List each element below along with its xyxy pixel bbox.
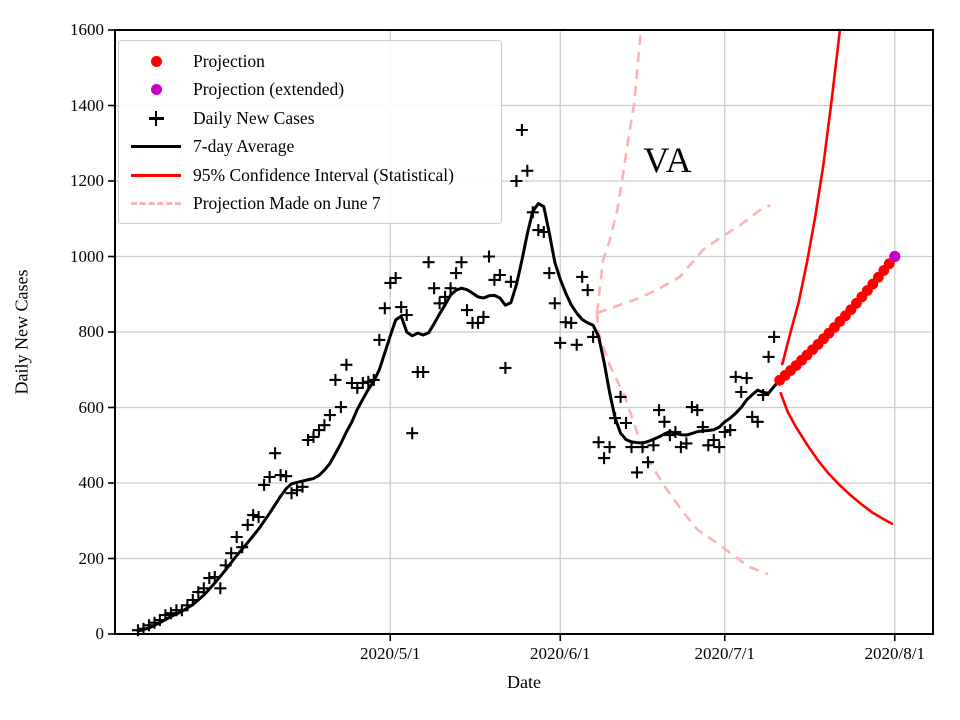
- state-annotation: VA: [643, 140, 693, 180]
- legend-label: Projection Made on June 7: [193, 193, 381, 214]
- x-tick-label: 2020/7/1: [694, 644, 755, 663]
- ci-lower-line: [779, 391, 894, 526]
- projection-extended-dot-icon: [119, 84, 193, 96]
- y-tick-label: 1600: [70, 20, 104, 39]
- legend: Projection Projection (extended) Daily N…: [118, 40, 502, 224]
- seven-day-average-line: [136, 202, 782, 633]
- june7-lower-dashed-line: [595, 312, 769, 576]
- legend-label: Projection: [193, 50, 265, 71]
- y-tick-label: 800: [78, 322, 105, 341]
- june7-upper-dashed-line: [595, 29, 643, 314]
- average-line-icon: [119, 145, 193, 149]
- y-tick-label: 1200: [70, 171, 104, 190]
- dashed-line-icon: [119, 202, 193, 206]
- x-tick-label: 2020/8/1: [864, 644, 925, 663]
- legend-item-7day-average: 7-day Average: [119, 133, 501, 162]
- legend-label: 7-day Average: [193, 136, 295, 157]
- y-tick-label: 1400: [70, 95, 104, 115]
- legend-item-projection: Projection: [119, 47, 501, 76]
- projection-extended-dot: [889, 250, 901, 263]
- y-tick-label: 1000: [70, 246, 104, 266]
- legend-label: Daily New Cases: [193, 107, 315, 128]
- y-tick-label: 0: [95, 624, 105, 643]
- legend-item-confidence-interval: 95% Confidence Interval (Statistical): [119, 161, 501, 190]
- plus-marker-icon: [119, 110, 193, 126]
- ci-upper-line: [780, 28, 842, 366]
- legend-item-projection-extended: Projection (extended): [119, 76, 501, 105]
- y-tick-label: 200: [78, 548, 105, 568]
- x-axis-title: Date: [507, 672, 541, 692]
- y-tick-label: 400: [78, 473, 105, 492]
- legend-label: 95% Confidence Interval (Statistical): [193, 164, 454, 185]
- ci-line-icon: [119, 173, 193, 177]
- legend-item-june7-projection: Projection Made on June 7: [119, 190, 501, 219]
- projection-dots: [774, 258, 895, 386]
- legend-label: Projection (extended): [193, 79, 345, 100]
- axis-ticks: [108, 29, 896, 641]
- legend-item-daily-new-cases: Daily New Cases: [119, 104, 501, 133]
- projection-dot-icon: [119, 55, 193, 67]
- x-tick-label: 2020/6/1: [530, 644, 591, 663]
- y-tick-label: 600: [78, 397, 105, 417]
- y-axis-title: Daily New Cases: [11, 269, 32, 395]
- june7-mid-dashed-line: [596, 204, 771, 315]
- daily-cases-scatter: [132, 124, 781, 637]
- x-tick-label: 2020/5/1: [360, 644, 421, 663]
